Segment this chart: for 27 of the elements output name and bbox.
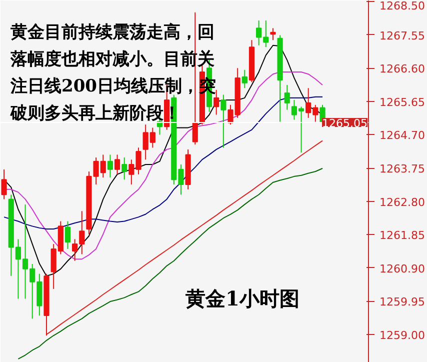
candlestick (1, 168, 7, 200)
candlestick (284, 84, 290, 110)
y-tick-label: 1266.60 (380, 62, 425, 76)
y-tick-label: 1259.95 (380, 296, 425, 309)
line-series (46, 140, 323, 335)
candlestick (270, 28, 276, 41)
annotation: 黄金1小时图 (184, 286, 300, 310)
annotation: 注日线200日均线压制，突 (10, 76, 216, 96)
candlestick (64, 220, 71, 250)
y-tick-label: 1268.50 (380, 0, 425, 12)
y-tick-label: 1261.85 (380, 229, 425, 242)
line-series (18, 168, 323, 360)
candlestick (220, 94, 226, 148)
y-tick-label: 1263.75 (380, 162, 425, 176)
ref-line-label: 1265.05 (322, 116, 368, 130)
y-tick-label: 1265.65 (380, 96, 425, 109)
y-tick-label: 1267.55 (380, 29, 425, 42)
candlestick (114, 154, 120, 175)
y-tick-label: 1264.70 (380, 129, 425, 142)
y-tick-label: 1260.90 (380, 262, 425, 276)
annotation: 黄金目前持续震荡走高，回 (10, 22, 214, 42)
candlestick (214, 89, 220, 116)
candlestick (107, 154, 113, 178)
candlestick (122, 156, 128, 180)
y-tick-label: 1259.00 (380, 328, 425, 342)
y-tick-label: 1262.80 (380, 196, 425, 209)
candlestick (242, 69, 248, 89)
